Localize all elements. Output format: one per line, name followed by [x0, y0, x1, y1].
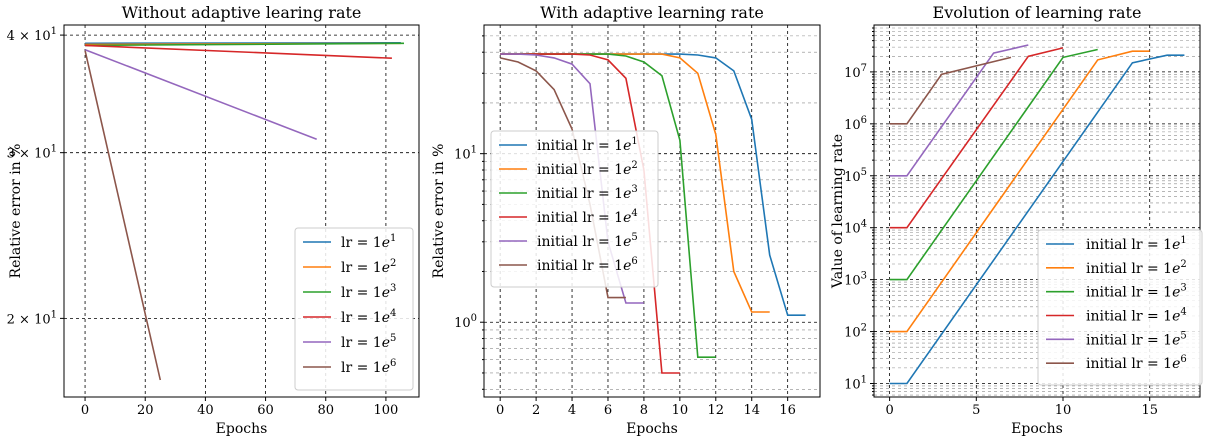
series-group	[889, 44, 1185, 385]
y-tick-label: 101	[454, 145, 477, 163]
x-tick-label: 10	[672, 403, 689, 418]
y-axis-label: Value of learning rate	[830, 134, 846, 289]
x-tick-label: 40	[197, 403, 214, 418]
x-tick-label: 16	[779, 403, 796, 418]
legend-label-6: lr = 1e6	[341, 358, 396, 376]
x-axis-label: Epochs	[216, 421, 268, 437]
y-tick-label: 3 × 101	[7, 144, 57, 162]
x-tick-label: 80	[317, 403, 334, 418]
x-tick-label: 0	[81, 403, 89, 418]
y-tick-label: 107	[844, 63, 867, 81]
chart-title: With adaptive learning rate	[540, 3, 764, 22]
y-tick-label: 103	[844, 271, 867, 289]
legend-label-6: initial lr = 1e6	[1086, 354, 1187, 372]
y-tick-label: 101	[844, 375, 867, 393]
series-line-1	[889, 54, 1185, 385]
x-tick-label: 0	[885, 403, 893, 418]
legend-label-1: initial lr = 1e1	[537, 136, 638, 154]
series-group	[84, 42, 405, 381]
x-tick-label: 10	[1055, 403, 1072, 418]
series-group	[500, 53, 806, 374]
legend-frame	[294, 227, 414, 391]
legend-label-2: initial lr = 1e2	[537, 160, 638, 178]
plot-frame	[63, 24, 420, 398]
series-line-6	[84, 50, 162, 381]
x-tick-label: 60	[257, 403, 274, 418]
x-tick-label: 100	[373, 403, 398, 418]
legend: initial lr = 1e1 initial lr = 1e2 initial …	[490, 130, 659, 288]
series-line-4	[889, 47, 1064, 229]
legend: lr = 1e1 lr = 1e2 lr = 1e3 lr = 1e4 lr = 1e5…	[294, 227, 414, 391]
series-line-5	[84, 48, 317, 141]
y-tick-label: 100	[454, 313, 477, 331]
panel-3: 0 5 10 15 101 102 103 104 105 106 107 Evolution of …	[830, 3, 1203, 437]
x-tick-label: 12	[708, 403, 725, 418]
x-tick-label: 6	[604, 403, 612, 418]
series-line-2	[889, 50, 1150, 333]
legend-label-4: initial lr = 1e4	[537, 208, 638, 226]
legend-label-3: lr = 1e3	[341, 283, 396, 301]
chart-title: Without adaptive learing rate	[122, 3, 362, 22]
series-line-3	[85, 42, 405, 47]
y-axis-label: Relative error in %	[431, 144, 447, 279]
legend-label-5: lr = 1e5	[341, 333, 396, 351]
y-tick-label: 106	[844, 115, 867, 133]
x-axis-label: Epochs	[1011, 421, 1063, 437]
y-tick-label: 2 × 101	[7, 309, 57, 327]
plot-frame	[873, 24, 1201, 398]
y-tick-label: 105	[844, 167, 867, 185]
legend-label-3: initial lr = 1e3	[1086, 283, 1187, 301]
legend-label-4: initial lr = 1e4	[1086, 307, 1187, 325]
y-tick-label: 104	[844, 219, 867, 237]
chart-title: Evolution of learning rate	[933, 3, 1142, 22]
x-tick-label: 15	[1141, 403, 1158, 418]
y-tick-label: 102	[844, 323, 867, 341]
series-line-6	[889, 56, 1012, 125]
legend-label-4: lr = 1e4	[341, 308, 396, 326]
plot-frame	[483, 24, 821, 398]
panel-1: 0 20 40 60 80 100 2 × 101 3 × 101 4 × 101 Without…	[7, 3, 420, 437]
x-tick-label: 2	[532, 403, 540, 418]
y-tick-label: 4 × 101	[7, 26, 57, 44]
panel-2: 0 2 4 6 8 10 12 14 16 100 101 With adaptive learnin…	[431, 3, 821, 437]
legend-label-5: initial lr = 1e5	[537, 232, 638, 250]
y-axis-label: Relative error in %	[8, 144, 24, 279]
x-tick-label: 4	[568, 403, 576, 418]
x-tick-label: 8	[640, 403, 648, 418]
series-line-3	[889, 48, 1098, 281]
legend-frame	[490, 130, 659, 288]
legend-label-1: initial lr = 1e1	[1086, 235, 1187, 253]
x-axis-label: Epochs	[626, 421, 678, 437]
x-tick-label: 0	[496, 403, 504, 418]
legend-frame	[1037, 229, 1203, 386]
legend-label-2: lr = 1e2	[341, 258, 396, 276]
legend-label-1: lr = 1e1	[341, 233, 396, 251]
legend-label-6: initial lr = 1e6	[537, 256, 638, 274]
x-tick-label: 14	[743, 403, 760, 418]
x-tick-label: 5	[972, 403, 980, 418]
legend-label-5: initial lr = 1e5	[1086, 330, 1187, 348]
legend-label-3: initial lr = 1e3	[537, 184, 638, 202]
series-line-4	[85, 44, 392, 59]
legend: initial lr = 1e1 initial lr = 1e2 initial …	[1037, 229, 1203, 386]
x-tick-label: 20	[137, 403, 154, 418]
series-line-5	[889, 44, 1029, 177]
legend-label-2: initial lr = 1e2	[1086, 259, 1187, 277]
